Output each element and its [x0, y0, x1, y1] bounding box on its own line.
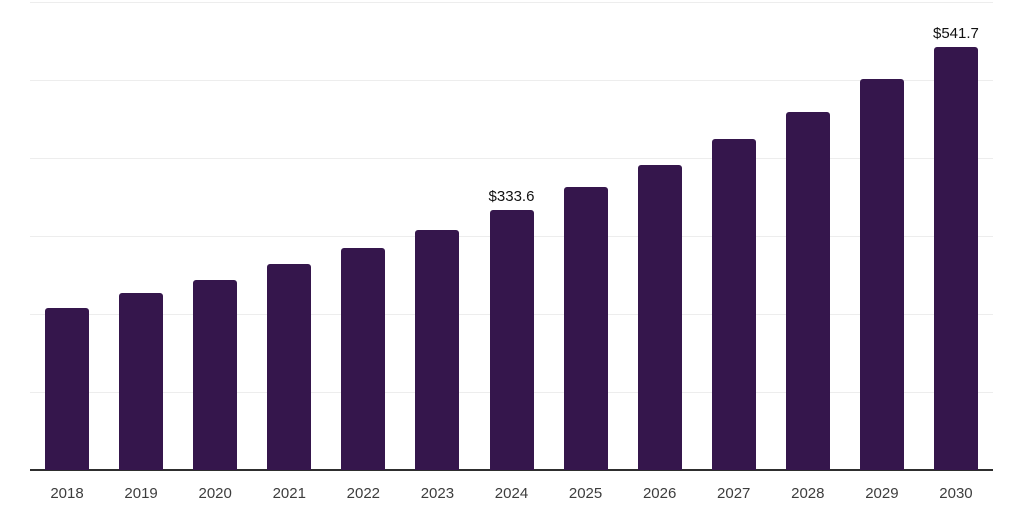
x-tick-label: 2026: [642, 485, 677, 502]
bar-2021: [267, 264, 312, 470]
bar-2030: [933, 47, 978, 470]
x-tick-label: 2027: [717, 485, 751, 502]
gridline: [30, 80, 993, 81]
x-tick-label: 2028: [791, 485, 825, 502]
bar-2022: [341, 248, 386, 470]
data-label-2024: $333.6: [488, 187, 535, 205]
x-tick-label: 2019: [124, 485, 158, 502]
x-tick-label: 2022: [346, 485, 381, 502]
x-tick-label: 2029: [865, 485, 899, 502]
bar-2026: [637, 164, 682, 470]
bar-2018: [45, 307, 90, 470]
x-tick-label: 2020: [198, 485, 232, 502]
bar-2023: [415, 229, 460, 470]
x-tick-label: 2025: [568, 485, 603, 502]
bar-2028: [785, 111, 830, 470]
bar-2027: [711, 138, 756, 470]
bar-2019: [119, 293, 164, 470]
x-axis-line: [30, 469, 993, 471]
bar-2029: [859, 79, 904, 470]
x-tick-label: 2018: [50, 485, 84, 502]
x-tick-label: 2024: [494, 485, 529, 502]
x-tick-label: 2030: [939, 485, 973, 502]
bar-2025: [563, 187, 608, 470]
x-tick-label: 2021: [272, 485, 306, 502]
bar-2020: [193, 279, 238, 470]
x-tick-label: 2023: [420, 485, 455, 502]
data-label-2030: $541.7: [933, 25, 979, 43]
gridline: [30, 2, 993, 3]
gridline: [30, 158, 993, 159]
bar-2024: [489, 209, 534, 470]
